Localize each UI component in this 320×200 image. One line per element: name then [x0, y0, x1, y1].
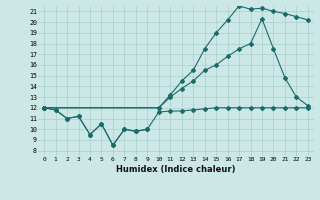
X-axis label: Humidex (Indice chaleur): Humidex (Indice chaleur): [116, 165, 236, 174]
